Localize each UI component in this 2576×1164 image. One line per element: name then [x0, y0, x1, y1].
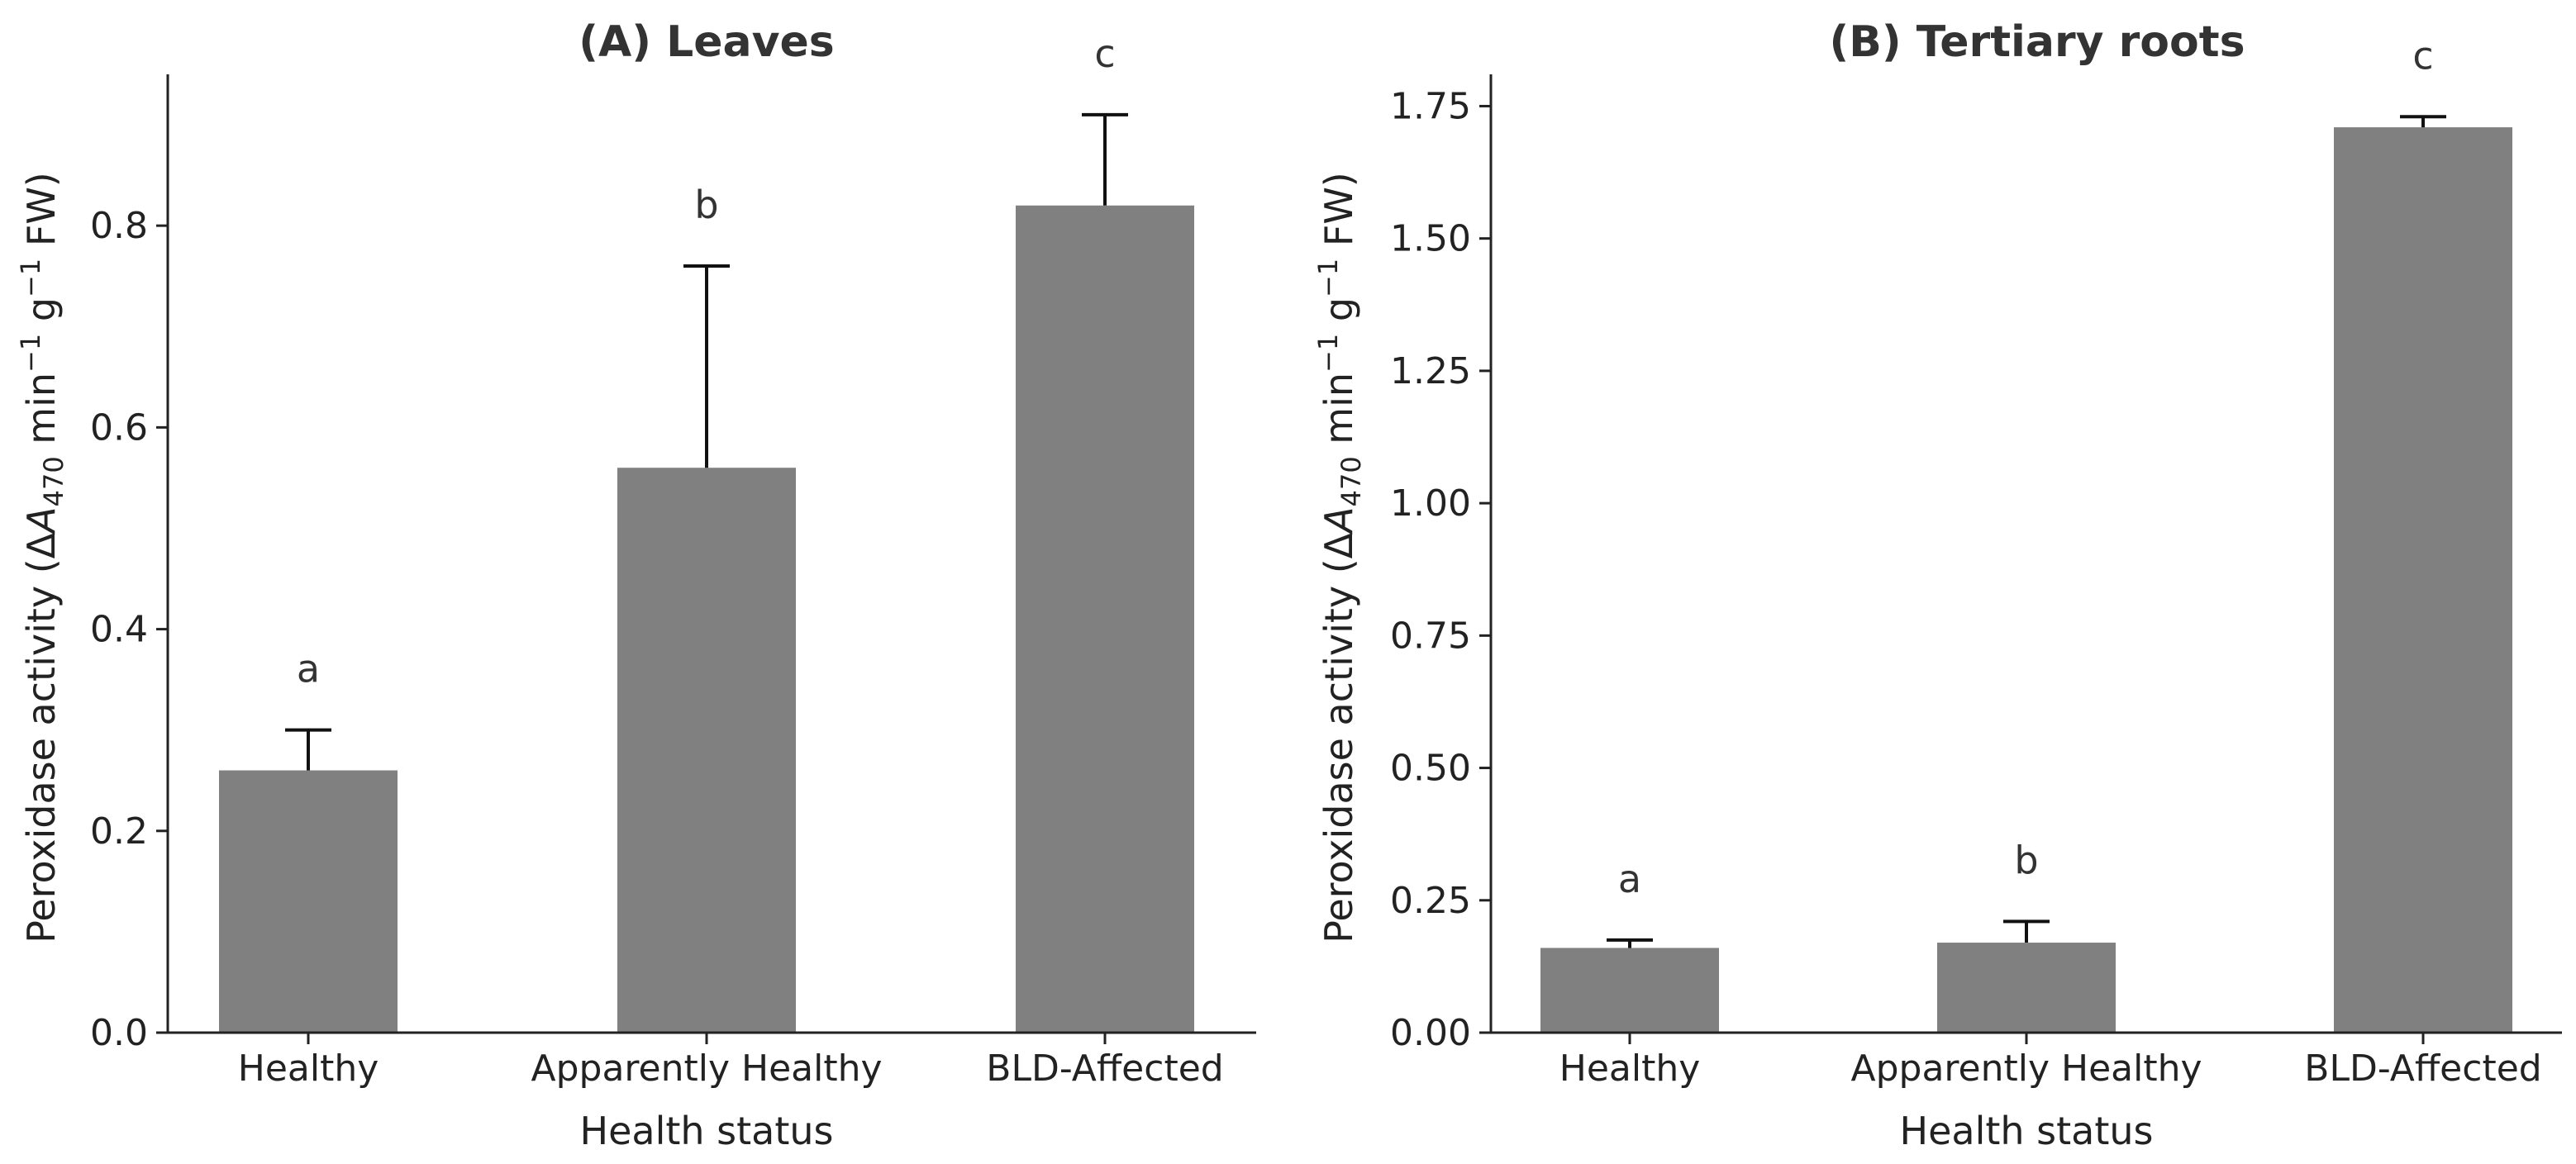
y-tick-label-tertiary-roots-2: 0.50 — [1390, 748, 1471, 790]
panel-title-leaves: (A) Leaves — [579, 17, 835, 67]
x-tick-label-tertiary-roots-0: Healthy — [1559, 1048, 1701, 1090]
x-tick-label-tertiary-roots-2: BLD-Affected — [2304, 1048, 2541, 1090]
y-axis-label-leaves: Peroxidase activity (ΔA470 min−1 g−1 FW) — [15, 172, 69, 943]
x-tick-label-tertiary-roots-1: Apparently Healthy — [1850, 1048, 2202, 1090]
y-axis-label-leaves-superscript-1: −1 — [15, 334, 46, 373]
y-axis-label-tertiary-roots: Peroxidase activity (ΔA470 min−1 g−1 FW) — [1312, 172, 1367, 943]
y-axis-label-leaves-superscript-2: −1 — [15, 259, 46, 297]
significance-letter-tertiary-roots-0: a — [1618, 857, 1641, 901]
y-tick-label-leaves-2: 0.4 — [90, 609, 148, 651]
y-axis-label-roots-part-3: g — [1317, 297, 1361, 334]
bar-leaves-1 — [617, 468, 796, 1033]
y-tick-label-tertiary-roots-5: 1.25 — [1390, 350, 1471, 392]
x-axis-label-leaves: Health status — [579, 1109, 833, 1153]
bars-tertiary-roots: a b c — [1540, 33, 2512, 1033]
bar-tertiary-roots-1 — [1937, 943, 2116, 1033]
y-tick-label-tertiary-roots-3: 0.75 — [1390, 615, 1471, 657]
x-tick-label-leaves-2: BLD-Affected — [986, 1048, 1223, 1090]
y-tick-label-leaves-1: 0.2 — [90, 810, 148, 853]
y-axis-label-leaves-part-2: min — [19, 373, 64, 456]
error-bar-leaves-1 — [683, 264, 730, 468]
y-axis-label-leaves-part-3: g — [19, 297, 64, 334]
bars-leaves: a b c — [219, 31, 1194, 1033]
x-tick-label-leaves-1: Apparently Healthy — [531, 1048, 882, 1090]
y-tick-label-tertiary-roots-6: 1.50 — [1390, 218, 1471, 260]
y-tick-label-leaves-0: 0.0 — [90, 1012, 148, 1054]
significance-letter-leaves-2: c — [1094, 31, 1115, 76]
panel-tertiary-roots: (B) Tertiary roots Peroxidase activity (… — [1312, 17, 2562, 1153]
significance-letter-leaves-1: b — [694, 183, 718, 227]
error-bar-leaves-2 — [1082, 112, 1128, 206]
y-tick-label-tertiary-roots-7: 1.75 — [1390, 85, 1471, 127]
y-tick-label-tertiary-roots-4: 1.00 — [1390, 482, 1471, 525]
y-tick-label-leaves-4: 0.8 — [90, 205, 148, 247]
y-tick-label-tertiary-roots-1: 0.25 — [1390, 880, 1471, 922]
significance-letter-tertiary-roots-2: c — [2412, 33, 2433, 78]
x-ticks-leaves: Healthy Apparently Healthy BLD-Affected — [238, 1033, 1224, 1090]
y-ticks-leaves: 0.0 0.2 0.4 0.6 0.8 — [90, 205, 168, 1054]
y-axis-label-roots-part-1: Peroxidase activity (Δ — [1317, 532, 1361, 943]
y-axis-label-roots-part-2: min — [1317, 373, 1361, 456]
y-tick-label-tertiary-roots-0: 0.00 — [1390, 1012, 1471, 1054]
bar-leaves-0 — [219, 770, 398, 1033]
bar-tertiary-roots-2 — [2334, 127, 2512, 1033]
bar-leaves-2 — [1016, 205, 1194, 1033]
error-bar-tertiary-roots-1 — [2003, 919, 2050, 943]
error-bar-tertiary-roots-0 — [1607, 938, 1653, 948]
error-bar-tertiary-roots-2 — [2400, 115, 2446, 128]
significance-letter-tertiary-roots-1: b — [2014, 838, 2038, 882]
x-tick-label-leaves-0: Healthy — [238, 1048, 379, 1090]
panel-leaves: (A) Leaves Peroxidase activity (ΔA470 mi… — [15, 17, 1256, 1153]
significance-letter-leaves-0: a — [297, 647, 320, 691]
y-axis-label-roots-subscript: 470 — [1336, 456, 1367, 506]
y-axis-label-leaves-italic: A — [19, 506, 64, 534]
y-axis-label-leaves-subscript: 470 — [38, 456, 69, 506]
bar-tertiary-roots-0 — [1540, 948, 1719, 1033]
y-axis-label-roots-superscript-1: −1 — [1312, 334, 1344, 373]
x-ticks-tertiary-roots: Healthy Apparently Healthy BLD-Affected — [1559, 1033, 2542, 1090]
y-axis-label-roots-italic: A — [1317, 506, 1361, 534]
x-axis-label-tertiary-roots: Health status — [1899, 1109, 2153, 1153]
panel-title-tertiary-roots: (B) Tertiary roots — [1829, 17, 2245, 67]
y-axis-label-roots-superscript-2: −1 — [1312, 259, 1344, 297]
y-axis-label-leaves-part-1: Peroxidase activity (Δ — [19, 532, 64, 943]
y-axis-label-leaves-part-4: FW) — [19, 172, 64, 259]
error-bar-leaves-0 — [285, 728, 331, 771]
y-axis-label-roots-part-4: FW) — [1317, 172, 1361, 259]
y-tick-label-leaves-3: 0.6 — [90, 406, 148, 449]
y-ticks-tertiary-roots: 0.00 0.25 0.50 0.75 1.00 1.25 1.50 1.75 — [1390, 85, 1491, 1054]
